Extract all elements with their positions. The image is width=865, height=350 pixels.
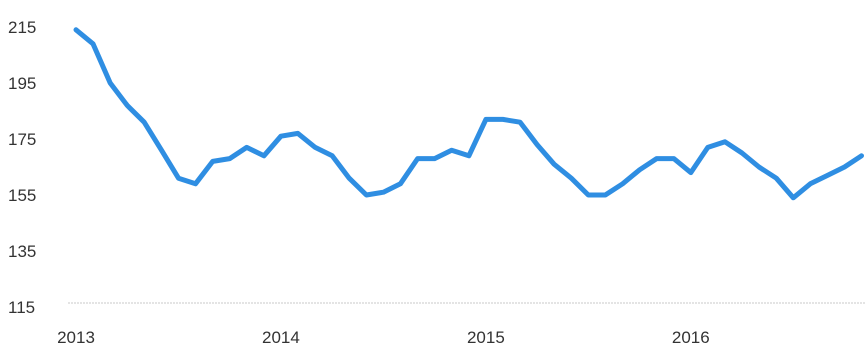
- y-tick-label: 215: [8, 18, 36, 37]
- x-axis: 2013 2014 2015 2016: [57, 328, 710, 347]
- x-tick-label: 2014: [262, 328, 300, 347]
- x-tick-label: 2015: [467, 328, 505, 347]
- y-tick-label: 155: [8, 186, 36, 205]
- x-tick-label: 2016: [672, 328, 710, 347]
- x-tick-label: 2013: [57, 328, 95, 347]
- y-tick-label: 195: [8, 74, 36, 93]
- plot-area: [73, 27, 864, 201]
- y-tick-label: 115: [8, 298, 35, 317]
- y-tick-label: 175: [8, 130, 36, 149]
- y-axis: 215 195 175 155 135 115: [8, 18, 36, 317]
- series-line: [73, 27, 864, 201]
- y-tick-label: 135: [8, 242, 36, 261]
